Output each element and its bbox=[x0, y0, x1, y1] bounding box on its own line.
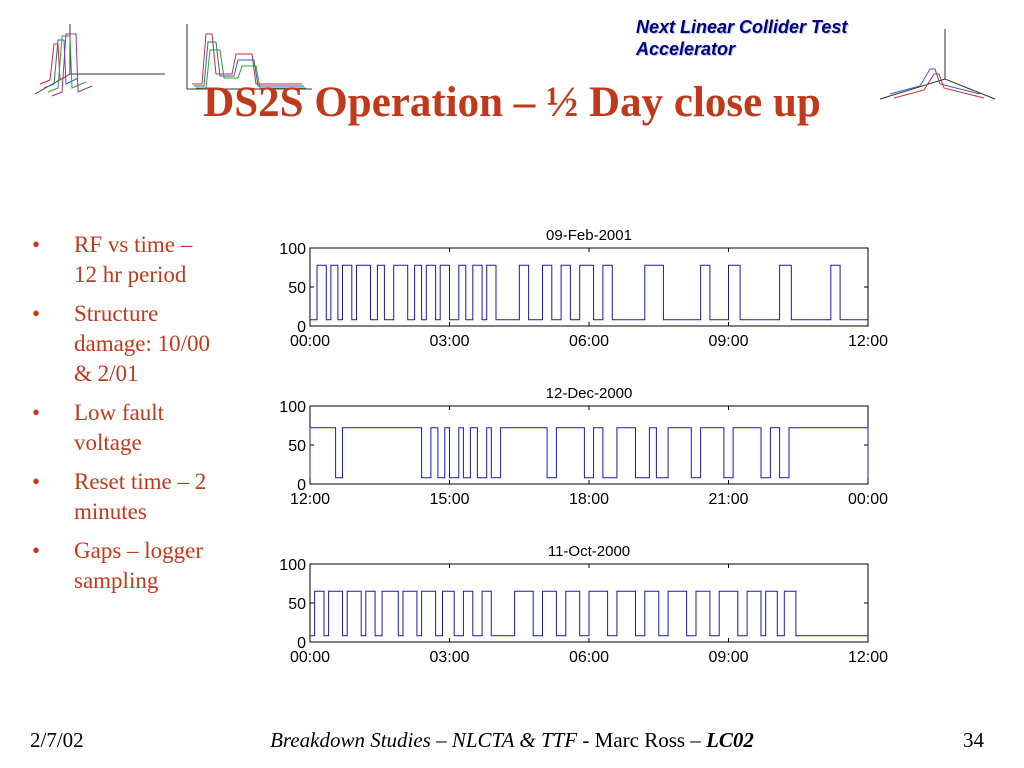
footer-talk-title: Breakdown Studies – NLCTA & TTF bbox=[270, 728, 578, 752]
x-tick-label: 03:00 bbox=[429, 333, 469, 350]
x-tick-label: 12:00 bbox=[848, 649, 888, 666]
y-tick-label: 0 bbox=[297, 477, 306, 494]
bullet-text: RF vs time – 12 hr period bbox=[74, 232, 193, 287]
x-tick-label: 18:00 bbox=[569, 491, 609, 508]
bullet-item: • Reset time – 2 minutes bbox=[30, 467, 240, 527]
y-tick-label: 100 bbox=[279, 399, 306, 416]
bullet-text: Low fault voltage bbox=[74, 400, 165, 455]
chart-title: 12-Dec-2000 bbox=[546, 385, 633, 402]
x-tick-label: 12:00 bbox=[290, 491, 330, 508]
footer-conference: LC02 bbox=[706, 728, 754, 752]
x-tick-label: 06:00 bbox=[569, 333, 609, 350]
x-tick-label: 03:00 bbox=[429, 649, 469, 666]
footer-date: 2/7/02 bbox=[30, 728, 84, 752]
bullet-dot: • bbox=[32, 301, 41, 326]
y-tick-label: 50 bbox=[288, 438, 306, 455]
organization-line-1: Next Linear Collider Test bbox=[636, 17, 848, 37]
y-tick-label: 50 bbox=[288, 280, 306, 297]
bullet-item: • Low fault voltage bbox=[30, 398, 240, 458]
chart-title: 09-Feb-2001 bbox=[546, 227, 632, 244]
x-tick-label: 00:00 bbox=[848, 491, 888, 508]
organization-line-2: Accelerator bbox=[636, 39, 736, 59]
bullet-item: • Structure damage: 10/00 & 2/01 bbox=[30, 299, 240, 389]
footer-author: - Marc Ross – bbox=[577, 728, 707, 752]
organization-label: Next Linear Collider Test Accelerator bbox=[636, 16, 936, 60]
x-tick-label: 06:00 bbox=[569, 649, 609, 666]
rf-series-line bbox=[309, 427, 869, 479]
bullet-text: Gaps – logger sampling bbox=[74, 538, 204, 593]
chart-title: 11-Oct-2000 bbox=[548, 543, 630, 560]
y-tick-label: 100 bbox=[279, 241, 306, 258]
plot-frame bbox=[309, 405, 869, 485]
footer-credit: Breakdown Studies – NLCTA & TTF - Marc R… bbox=[0, 728, 1024, 753]
bullet-dot: • bbox=[32, 538, 41, 563]
rf-series-line bbox=[310, 264, 868, 321]
x-tick-label: 21:00 bbox=[708, 491, 748, 508]
x-tick-label: 00:00 bbox=[290, 649, 330, 666]
x-tick-label: 00:00 bbox=[290, 333, 330, 350]
bullet-dot: • bbox=[32, 469, 41, 494]
x-tick-label: 15:00 bbox=[429, 491, 469, 508]
waterfall-plot-icon bbox=[182, 14, 322, 104]
waterfall-plot-icon bbox=[30, 14, 170, 104]
bullet-list: • RF vs time – 12 hr period • Structure da… bbox=[30, 230, 240, 605]
waterfall-plot-icon bbox=[860, 14, 1000, 109]
bullet-dot: • bbox=[32, 400, 41, 425]
page-number: 34 bbox=[963, 728, 984, 752]
x-tick-label: 09:00 bbox=[708, 333, 748, 350]
y-tick-label: 50 bbox=[288, 596, 306, 613]
y-tick-label: 0 bbox=[297, 635, 306, 652]
bullet-item: • RF vs time – 12 hr period bbox=[30, 230, 240, 290]
bullet-dot: • bbox=[32, 232, 41, 257]
rf-charts-svg: 09-Feb-2001 0 50 100 00:00 03:00 06:00 09:00 12:… bbox=[279, 227, 888, 666]
rf-series-line bbox=[310, 590, 868, 637]
y-tick-label: 100 bbox=[279, 557, 306, 574]
y-tick-label: 0 bbox=[297, 319, 306, 336]
bullet-text: Reset time – 2 minutes bbox=[74, 469, 207, 524]
bullet-text: Structure damage: 10/00 & 2/01 bbox=[74, 301, 211, 386]
x-tick-label: 12:00 bbox=[848, 333, 888, 350]
rf-charts: 09-Feb-2001 0 50 100 00:00 03:00 06:00 09:00 12:… bbox=[270, 212, 910, 677]
x-tick-label: 09:00 bbox=[708, 649, 748, 666]
slide-title: DS2S Operation – ½ Day close up bbox=[203, 79, 821, 126]
bullet-item: • Gaps – logger sampling bbox=[30, 536, 240, 596]
